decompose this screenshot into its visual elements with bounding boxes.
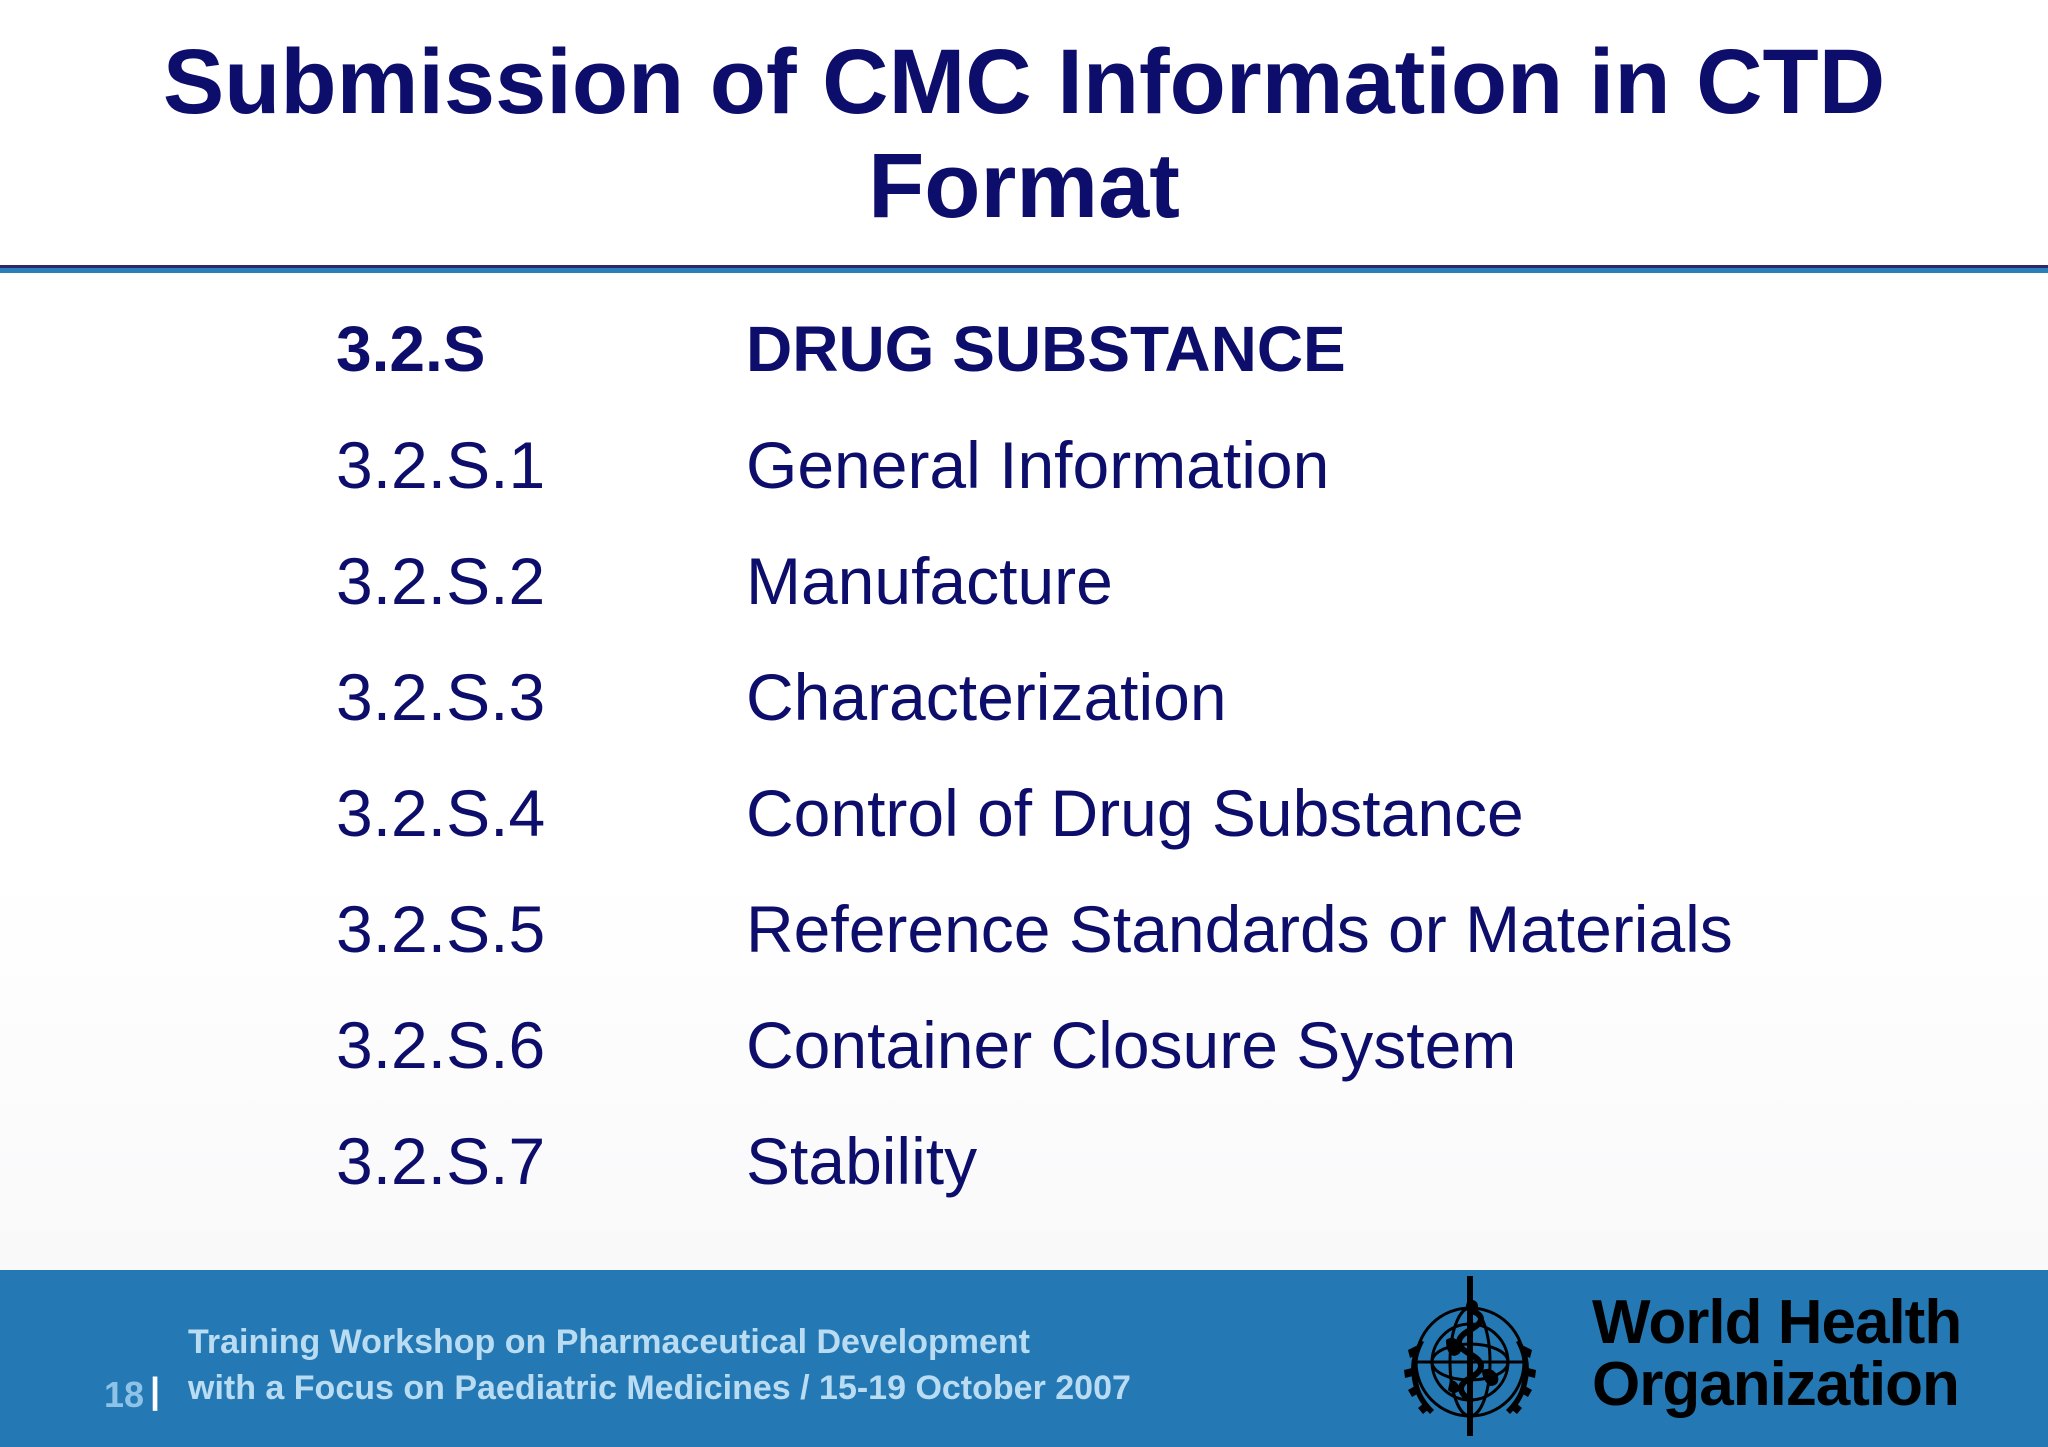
section-label: Stability	[746, 1124, 978, 1198]
section-label: DRUG SUBSTANCE	[746, 313, 1346, 385]
section-row: 3.2.S.1 General Information	[336, 426, 1936, 542]
workshop-title-line-2: with a Focus on Paediatric Medicines / 1…	[188, 1369, 1131, 1407]
section-number: 3.2.S	[336, 313, 486, 385]
slide-title: Submission of CMC Information in CTD For…	[0, 30, 2048, 238]
organization-name: World Health Organization	[1592, 1288, 1962, 1419]
workshop-title-line-1: Training Workshop on Pharmaceutical Deve…	[188, 1323, 1030, 1361]
section-row: 3.2.S.3 Characterization	[336, 658, 1936, 774]
slide-footer: 18 | Training Workshop on Pharmaceutical…	[0, 1270, 2048, 1447]
who-emblem-icon	[1404, 1276, 1536, 1436]
section-label: Manufacture	[746, 544, 1113, 618]
slide-title-line-2: Format	[868, 135, 1180, 237]
page-separator: |	[150, 1370, 161, 1411]
title-divider-blue	[0, 268, 2048, 273]
section-list: 3.2.S DRUG SUBSTANCE 3.2.S.1 General Inf…	[336, 310, 1936, 1238]
organization-name-line-1: World Health	[1592, 1288, 1962, 1357]
section-row: 3.2.S.7 Stability	[336, 1122, 1936, 1238]
section-label: General Information	[746, 428, 1330, 502]
page-number: 18	[104, 1374, 145, 1415]
organization-name-line-2: Organization	[1592, 1350, 1960, 1419]
section-row: 3.2.S.5 Reference Standards or Materials	[336, 890, 1936, 1006]
section-number: 3.2.S.3	[336, 660, 546, 734]
section-number: 3.2.S.5	[336, 892, 546, 966]
slide-title-line-1: Submission of CMC Information in CTD	[162, 31, 1886, 133]
section-row: 3.2.S.4 Control of Drug Substance	[336, 774, 1936, 890]
section-label: Reference Standards or Materials	[746, 892, 1733, 966]
section-row-header: 3.2.S DRUG SUBSTANCE	[336, 310, 1936, 426]
section-label: Characterization	[746, 660, 1227, 734]
section-row: 3.2.S.6 Container Closure System	[336, 1006, 1936, 1122]
section-number: 3.2.S.2	[336, 544, 546, 618]
section-number: 3.2.S.6	[336, 1008, 546, 1082]
section-number: 3.2.S.1	[336, 428, 546, 502]
section-number: 3.2.S.4	[336, 776, 546, 850]
section-label: Control of Drug Substance	[746, 776, 1524, 850]
section-row: 3.2.S.2 Manufacture	[336, 542, 1936, 658]
title-divider-dark	[0, 265, 2048, 268]
section-number: 3.2.S.7	[336, 1124, 546, 1198]
section-label: Container Closure System	[746, 1008, 1517, 1082]
